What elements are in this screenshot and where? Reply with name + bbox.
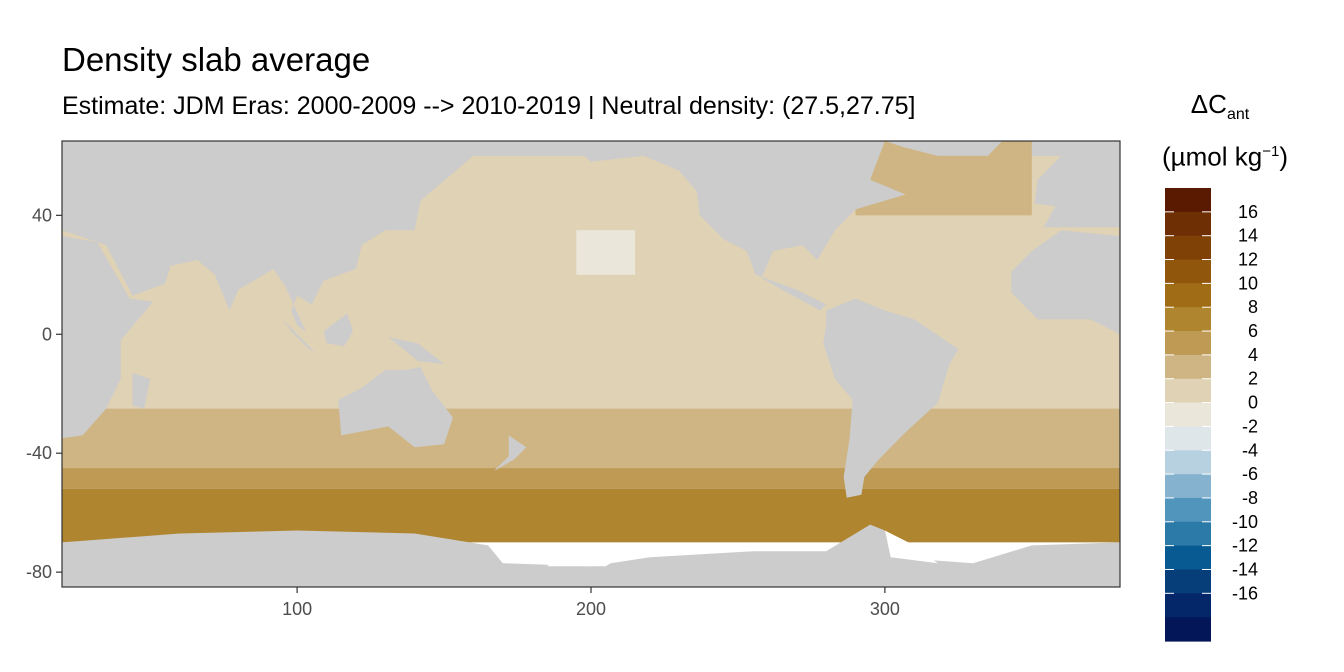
legend-swatch	[1165, 259, 1211, 284]
chart-subtitle: Estimate: JDM Eras: 2000-2009 --> 2010-2…	[62, 92, 916, 120]
legend-title: ΔCant	[1160, 86, 1280, 133]
land-masses	[62, 141, 1120, 587]
legend-label: -16	[1232, 583, 1258, 603]
land-greenland	[884, 141, 1003, 156]
legend-unit-close: )	[1279, 141, 1288, 172]
legend-swatch	[1165, 211, 1211, 237]
legend-swatch	[1165, 188, 1211, 213]
legend-swatch	[1165, 450, 1211, 475]
legend-label: 14	[1238, 226, 1258, 246]
land-europe-w	[1031, 141, 1120, 228]
legend-label: 10	[1238, 273, 1258, 293]
legend-label: 6	[1248, 321, 1258, 341]
legend-label: 0	[1248, 393, 1258, 413]
legend-swatch	[1165, 283, 1211, 308]
land-madagascar	[132, 372, 151, 409]
legend-swatch	[1165, 569, 1211, 594]
land-africa	[62, 236, 154, 439]
legend-swatch	[1165, 617, 1211, 642]
y-tick-label: -80	[26, 562, 52, 582]
legend-label: 16	[1238, 202, 1258, 222]
legend-unit-base: (µmol kg	[1162, 141, 1263, 172]
color-legend: 16 14 12 10 8 6 4 2 0 -2 -4 -6 -8 -10 -12 -14 -16	[1165, 188, 1258, 642]
map-panel	[62, 141, 1120, 587]
legend-title-sub: ant	[1226, 106, 1250, 124]
land-sumatra	[282, 319, 315, 353]
land-nz	[494, 435, 527, 471]
ocean-region	[576, 230, 636, 275]
legend-swatch	[1165, 521, 1211, 547]
land-africa-w	[1011, 230, 1120, 335]
legend-label: 12	[1238, 250, 1258, 270]
x-tick-label: 100	[282, 599, 312, 619]
shelf-weddell	[884, 530, 938, 564]
legend-label: 4	[1248, 345, 1258, 365]
legend-label: 2	[1248, 369, 1258, 389]
shelf-ross	[546, 557, 621, 567]
land-s-america	[823, 298, 959, 498]
legend-unit: (µmol kg−1)	[1150, 134, 1300, 175]
legend-label: -10	[1232, 512, 1258, 532]
ocean-region	[62, 408, 1120, 469]
land-n-america	[567, 141, 906, 311]
land-australia	[338, 367, 453, 448]
legend-swatch	[1165, 354, 1211, 380]
legend-label: -6	[1242, 464, 1258, 484]
legend-label: -14	[1232, 559, 1258, 579]
legend-title-main: ΔC	[1190, 89, 1227, 119]
legend-swatch	[1165, 331, 1211, 356]
shelf-amery	[673, 545, 753, 552]
legend-swatch	[1165, 307, 1211, 332]
y-tick-label: 40	[32, 205, 52, 225]
x-tick-label: 300	[870, 599, 900, 619]
land-antarctica	[62, 524, 1120, 587]
legend-label: -4	[1242, 440, 1258, 460]
legend-swatch	[1165, 426, 1211, 451]
ice-shelves	[546, 530, 938, 567]
legend-swatch	[1165, 474, 1211, 499]
legend-swatch	[1165, 402, 1211, 428]
land-eurasia	[62, 141, 533, 332]
legend-swatch	[1165, 545, 1211, 571]
legend-swatch	[1165, 497, 1211, 523]
legend-label: -12	[1232, 536, 1258, 556]
y-tick-label: 0	[42, 324, 52, 344]
land-new-guinea	[388, 337, 445, 364]
legend-swatch	[1165, 378, 1211, 404]
legend-label: 8	[1248, 297, 1258, 317]
legend-label: -8	[1242, 488, 1258, 508]
legend-label: -2	[1242, 416, 1258, 436]
ocean-region	[62, 468, 1120, 489]
legend-unit-sup: −1	[1262, 143, 1280, 160]
chart-title: Density slab average	[62, 41, 371, 78]
land-borneo	[323, 313, 353, 347]
legend-swatch	[1165, 593, 1211, 618]
legend-swatch	[1165, 235, 1211, 261]
y-tick-label: -40	[26, 443, 52, 463]
x-tick-label: 200	[576, 599, 606, 619]
